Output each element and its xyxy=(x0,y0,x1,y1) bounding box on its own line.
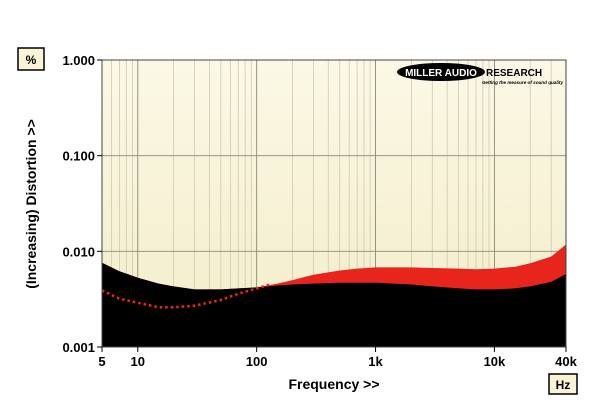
x-tick-label: 100 xyxy=(246,354,268,369)
x-tick-label: 40k xyxy=(555,354,577,369)
x-tick-label: 1k xyxy=(368,354,383,369)
y-tick-label: 0.010 xyxy=(62,244,95,259)
logo-name: MILLER AUDIO xyxy=(405,68,477,79)
x-tick-label: 10k xyxy=(484,354,506,369)
y-unit-label: % xyxy=(26,53,37,67)
dotted-distortion-trace xyxy=(102,283,271,309)
plot-frame xyxy=(101,59,567,348)
x-unit-label: Hz xyxy=(556,378,571,392)
y-tick-label: 1.000 xyxy=(62,53,95,68)
y-axis-title: (Increasing) Distortion >> xyxy=(23,119,39,289)
logo-tagline: Getting the measure of sound quality xyxy=(482,80,564,85)
miller-audio-research-logo: MILLER AUDIO RESEARCH Getting the measur… xyxy=(397,63,563,85)
y-unit-box xyxy=(17,47,45,71)
logo-suffix: RESEARCH xyxy=(486,68,542,79)
y-tick-label: 0.100 xyxy=(62,149,95,164)
x-tick-label: 10 xyxy=(131,354,145,369)
x-unit-box xyxy=(548,373,578,395)
x-axis-title: Frequency >> xyxy=(288,376,379,392)
x-tick-label: 5 xyxy=(98,354,105,369)
lower-distortion-band xyxy=(102,262,566,347)
y-tick-label: 0.001 xyxy=(62,340,95,355)
